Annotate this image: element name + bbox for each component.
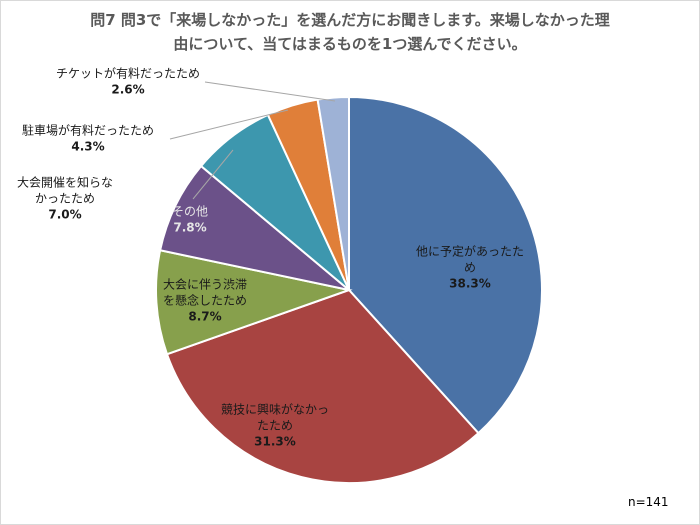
slice-label-7: チケットが有料だったため 2.6% (56, 66, 200, 97)
slice-label-text: 他に予定があったた (416, 244, 524, 259)
slice-label-text: 大会に伴う渋滞 (163, 278, 247, 292)
leader-line-5 (192, 149, 234, 200)
slice-label-text: チケットが有料だったため (56, 66, 200, 81)
pie-slice-2 (165, 288, 480, 484)
slice-label-percent: 38.3% (449, 277, 491, 291)
slice-label-text: め (464, 261, 476, 275)
slice-label-percent: 2.6% (111, 83, 144, 97)
pie-slice-4 (158, 164, 350, 291)
slice-label-text: 駐車場が有料だったため (22, 123, 154, 138)
slice-label-text: 競技に興味がなかっ (221, 402, 329, 417)
sample-size-label: n=141 (628, 495, 669, 509)
slice-label-percent: 7.8% (173, 221, 206, 235)
pie-slice-1 (348, 95, 543, 435)
slice-label-6: 駐車場が有料だったため 4.3% (22, 123, 154, 154)
slice-label-text: を懸念したため (163, 293, 247, 308)
slice-label-percent: 31.3% (254, 435, 296, 449)
slice-label-percent: 4.3% (71, 140, 104, 154)
slice-label-4: その他 7.8% (172, 205, 208, 235)
chart-title-line2: 由について、当てはまるものを1つ選んでください。 (173, 35, 527, 53)
pie-slice-3 (155, 249, 353, 356)
slice-label-text: たため (257, 419, 293, 433)
leader-line-7 (204, 81, 336, 102)
slice-label-text: 大会開催を知らな (17, 176, 113, 190)
slice-label-text: かったため (35, 192, 95, 206)
leader-line-6 (169, 109, 289, 140)
slice-label-percent: 8.7% (188, 310, 221, 324)
chart-title-line1: 問7 問3で「来場しなかった」を選んだ方にお聞きします。来場しなかった理 (90, 11, 610, 29)
pie-slice-7 (316, 95, 350, 291)
slice-label-text: その他 (172, 205, 208, 219)
slice-label-percent: 7.0% (48, 208, 81, 222)
chart-title: 問7 問3で「来場しなかった」を選んだ方にお聞きします。来場しなかった理 由につ… (40, 8, 660, 56)
